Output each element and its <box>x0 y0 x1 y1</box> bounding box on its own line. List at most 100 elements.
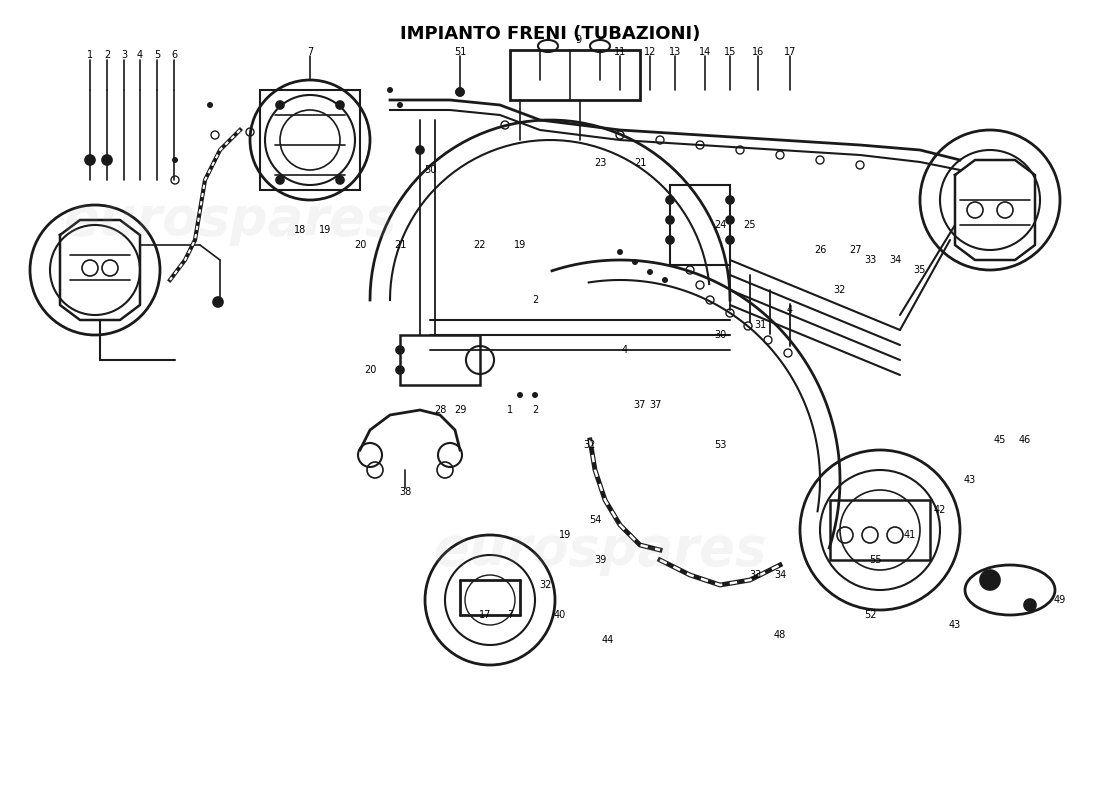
Text: 17: 17 <box>478 610 492 620</box>
Text: 43: 43 <box>949 620 961 630</box>
Circle shape <box>276 101 284 109</box>
Text: 43: 43 <box>964 475 976 485</box>
Circle shape <box>416 146 424 154</box>
Text: 30: 30 <box>714 330 726 340</box>
Text: 38: 38 <box>399 487 411 497</box>
Text: 18: 18 <box>294 225 306 235</box>
Text: 49: 49 <box>1054 595 1066 605</box>
Text: 32: 32 <box>584 440 596 450</box>
Circle shape <box>276 176 284 184</box>
Text: 6: 6 <box>170 50 177 60</box>
Text: 24: 24 <box>714 220 726 230</box>
Text: 1: 1 <box>87 50 94 60</box>
Text: 29: 29 <box>454 405 466 415</box>
Text: 4: 4 <box>621 345 628 355</box>
Text: 26: 26 <box>814 245 826 255</box>
Text: 54: 54 <box>588 515 602 525</box>
Text: 9: 9 <box>575 35 581 45</box>
Circle shape <box>396 346 404 354</box>
Text: 12: 12 <box>644 47 657 57</box>
Text: 37: 37 <box>634 400 646 410</box>
Text: 19: 19 <box>559 530 571 540</box>
Text: 2: 2 <box>532 405 538 415</box>
Text: 23: 23 <box>594 158 606 168</box>
Text: 15: 15 <box>724 47 736 57</box>
Text: 41: 41 <box>904 530 916 540</box>
Circle shape <box>213 297 223 307</box>
Text: 20: 20 <box>354 240 366 250</box>
Circle shape <box>456 88 464 96</box>
Text: 7: 7 <box>307 47 314 57</box>
Text: 51: 51 <box>454 47 466 57</box>
Text: 35: 35 <box>914 265 926 275</box>
Circle shape <box>396 366 404 374</box>
Text: 33: 33 <box>749 570 761 580</box>
Circle shape <box>207 102 213 108</box>
Bar <box>830 500 930 560</box>
Circle shape <box>387 87 393 93</box>
Text: 28: 28 <box>433 405 447 415</box>
Circle shape <box>102 155 112 165</box>
Text: 53: 53 <box>714 440 726 450</box>
Text: 39: 39 <box>594 555 606 565</box>
Bar <box>510 50 640 100</box>
Circle shape <box>726 196 734 204</box>
Text: 11: 11 <box>614 47 626 57</box>
Bar <box>670 185 730 265</box>
Text: 44: 44 <box>602 635 614 645</box>
Text: 7: 7 <box>507 610 513 620</box>
Circle shape <box>397 102 403 108</box>
Text: 21: 21 <box>394 240 406 250</box>
Circle shape <box>85 155 95 165</box>
Text: 27: 27 <box>849 245 861 255</box>
Text: 3: 3 <box>121 50 128 60</box>
Circle shape <box>666 236 674 244</box>
Text: 22: 22 <box>474 240 486 250</box>
Text: 16: 16 <box>752 47 764 57</box>
Circle shape <box>647 269 653 275</box>
Text: 45: 45 <box>993 435 1007 445</box>
Text: 31: 31 <box>754 320 766 330</box>
Text: 37: 37 <box>649 400 661 410</box>
Circle shape <box>532 392 538 398</box>
Text: 48: 48 <box>774 630 786 640</box>
Bar <box>260 90 360 190</box>
Text: 40: 40 <box>554 610 566 620</box>
Text: IMPIANTO FRENI (TUBAZIONI): IMPIANTO FRENI (TUBAZIONI) <box>399 25 701 43</box>
Circle shape <box>666 196 674 204</box>
Circle shape <box>172 157 178 163</box>
Circle shape <box>517 392 522 398</box>
Text: 1: 1 <box>507 405 513 415</box>
Text: 19: 19 <box>514 240 526 250</box>
Circle shape <box>666 216 674 224</box>
Text: 55: 55 <box>869 555 881 565</box>
Text: 42: 42 <box>934 505 946 515</box>
Text: 17: 17 <box>784 47 796 57</box>
Text: 2: 2 <box>103 50 110 60</box>
Text: 25: 25 <box>744 220 757 230</box>
Circle shape <box>336 176 344 184</box>
Circle shape <box>1024 599 1036 611</box>
Circle shape <box>726 216 734 224</box>
Text: 50: 50 <box>424 165 437 175</box>
Text: eurospares: eurospares <box>64 194 397 246</box>
Text: 46: 46 <box>1019 435 1031 445</box>
Circle shape <box>726 236 734 244</box>
Circle shape <box>617 249 623 255</box>
Bar <box>400 335 480 385</box>
Text: 19: 19 <box>319 225 331 235</box>
Text: 20: 20 <box>364 365 376 375</box>
Text: 13: 13 <box>669 47 681 57</box>
Circle shape <box>632 259 638 265</box>
Text: 21: 21 <box>634 158 646 168</box>
Text: 5: 5 <box>154 50 161 60</box>
Text: 34: 34 <box>889 255 901 265</box>
Text: 2: 2 <box>532 295 538 305</box>
Text: 32: 32 <box>539 580 551 590</box>
Text: 52: 52 <box>864 610 877 620</box>
Text: eurospares: eurospares <box>433 524 767 576</box>
Text: 33: 33 <box>864 255 876 265</box>
Text: 34: 34 <box>774 570 786 580</box>
Text: 14: 14 <box>698 47 711 57</box>
Circle shape <box>980 570 1000 590</box>
